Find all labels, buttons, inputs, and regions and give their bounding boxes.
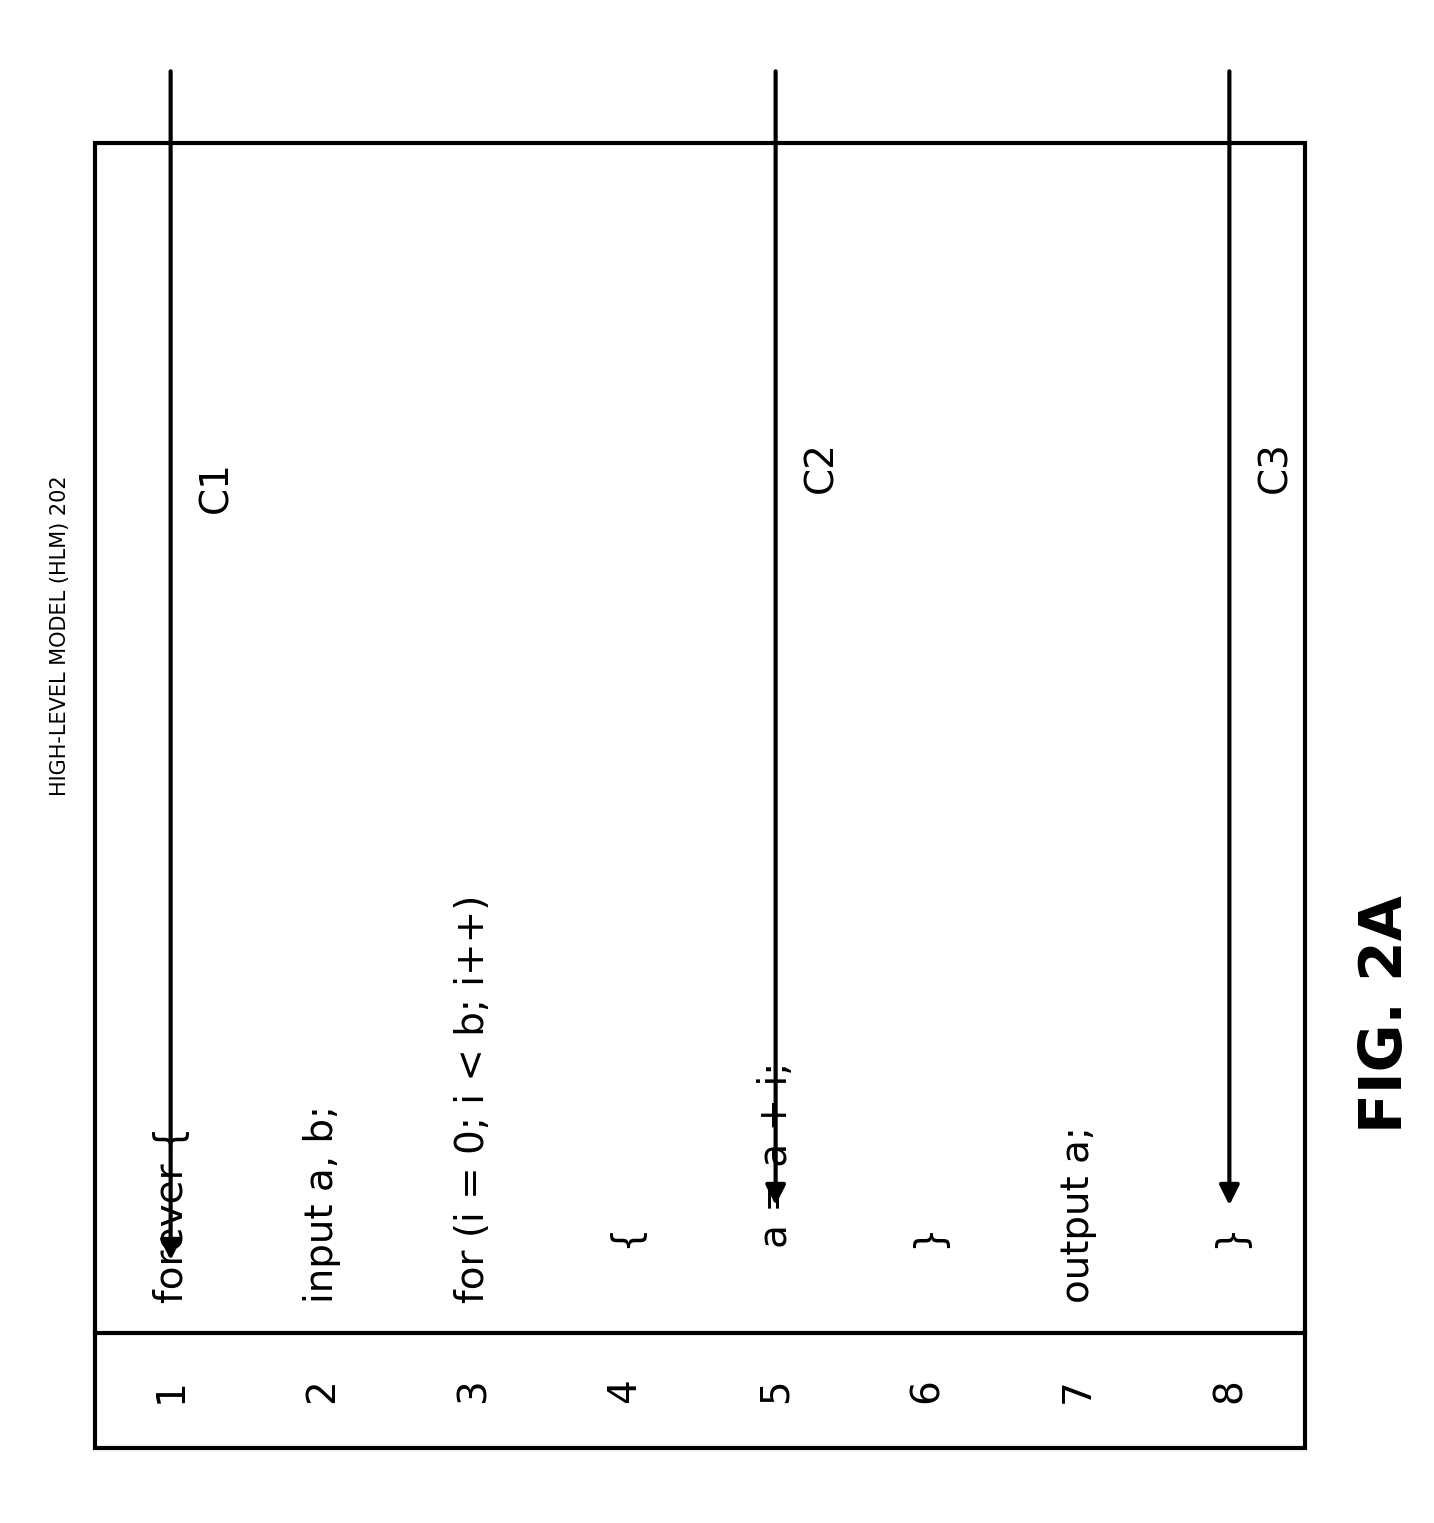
Text: output a;: output a; bbox=[1060, 1125, 1097, 1304]
Text: }: } bbox=[908, 1223, 946, 1247]
Text: forever {: forever { bbox=[152, 1125, 189, 1304]
Text: C2: C2 bbox=[803, 442, 840, 493]
Text: FIG. 2A: FIG. 2A bbox=[1357, 896, 1414, 1133]
Text: 7: 7 bbox=[1060, 1378, 1097, 1403]
Text: 8: 8 bbox=[1210, 1378, 1249, 1403]
Text: 5: 5 bbox=[757, 1378, 794, 1403]
Text: input a, b;: input a, b; bbox=[303, 1106, 341, 1304]
Text: a = a + i;: a = a + i; bbox=[757, 1062, 794, 1247]
Text: 2: 2 bbox=[303, 1378, 341, 1403]
Text: 3: 3 bbox=[455, 1378, 492, 1403]
Text: {: { bbox=[605, 1223, 644, 1247]
Text: }: } bbox=[1210, 1223, 1249, 1247]
Text: 1: 1 bbox=[152, 1378, 189, 1403]
Text: for (i = 0; i < b; i++): for (i = 0; i < b; i++) bbox=[455, 894, 492, 1304]
Bar bbox=[95, 143, 1305, 1448]
Text: HIGH-LEVEL MODEL (HLM) 202: HIGH-LEVEL MODEL (HLM) 202 bbox=[50, 475, 70, 795]
Text: C3: C3 bbox=[1256, 442, 1295, 493]
Text: 4: 4 bbox=[605, 1378, 644, 1403]
Text: 6: 6 bbox=[908, 1378, 946, 1403]
Text: C1: C1 bbox=[198, 460, 235, 513]
